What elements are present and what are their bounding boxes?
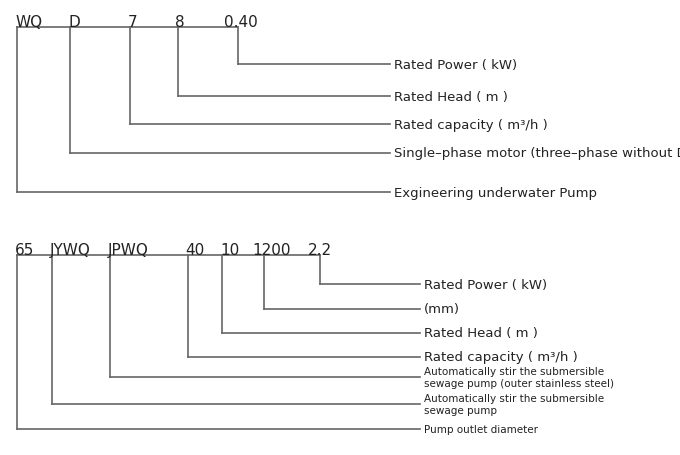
Text: Rated Head ( m ): Rated Head ( m ): [424, 327, 538, 340]
Text: 8: 8: [175, 15, 185, 30]
Text: Rated capacity ( m³/h ): Rated capacity ( m³/h ): [424, 351, 578, 364]
Text: 1200: 1200: [252, 243, 290, 258]
Text: WQ: WQ: [15, 15, 42, 30]
Text: 40: 40: [185, 243, 204, 258]
Text: Rated Power ( kW): Rated Power ( kW): [394, 58, 517, 71]
Text: Rated Head ( m ): Rated Head ( m ): [394, 90, 508, 103]
Text: 2.2: 2.2: [308, 243, 332, 258]
Text: Exgineering underwater Pump: Exgineering underwater Pump: [394, 186, 597, 199]
Text: Automatically stir the submersible
sewage pump: Automatically stir the submersible sewag…: [424, 393, 604, 415]
Text: Rated Power ( kW): Rated Power ( kW): [424, 278, 547, 291]
Text: Automatically stir the submersible
sewage pump (outer stainless steel): Automatically stir the submersible sewag…: [424, 366, 614, 389]
Text: JYWQ: JYWQ: [50, 243, 91, 258]
Text: 65: 65: [15, 243, 35, 258]
Text: 7: 7: [128, 15, 137, 30]
Text: Pump outlet diameter: Pump outlet diameter: [424, 424, 538, 434]
Text: JPWQ: JPWQ: [108, 243, 149, 258]
Text: 10: 10: [220, 243, 239, 258]
Text: (mm): (mm): [424, 303, 460, 316]
Text: Single–phase motor (three–phase without D): Single–phase motor (three–phase without …: [394, 147, 680, 160]
Text: D: D: [68, 15, 80, 30]
Text: 0.40: 0.40: [224, 15, 258, 30]
Text: Rated capacity ( m³/h ): Rated capacity ( m³/h ): [394, 118, 548, 131]
